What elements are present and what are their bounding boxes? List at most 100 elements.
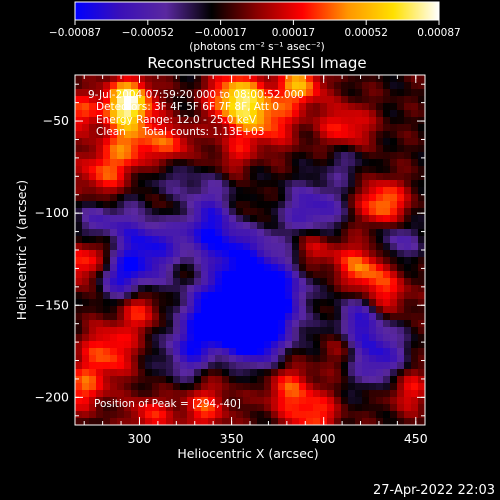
heatmap-cell xyxy=(124,145,132,153)
heatmap-cell xyxy=(166,145,174,153)
heatmap-cell xyxy=(243,320,251,328)
heatmap-cell xyxy=(306,96,314,104)
heatmap-cell xyxy=(187,327,195,335)
heatmap-cell xyxy=(166,376,174,384)
heatmap-cell xyxy=(271,208,279,216)
heatmap-cell xyxy=(250,215,258,223)
heatmap-cell xyxy=(257,243,265,251)
heatmap-cell xyxy=(320,313,328,321)
heatmap-cell xyxy=(376,103,384,111)
heatmap-cell xyxy=(362,222,370,230)
heatmap-cell xyxy=(138,257,146,265)
heatmap-cell xyxy=(334,166,342,174)
heatmap-cell xyxy=(292,173,300,181)
heatmap-cell xyxy=(152,411,160,419)
y-tick-label: −100 xyxy=(35,205,69,220)
heatmap-cell xyxy=(278,369,286,377)
heatmap-cell xyxy=(201,124,209,132)
heatmap-cell xyxy=(320,278,328,286)
heatmap-cell xyxy=(320,145,328,153)
heatmap-cell xyxy=(180,278,188,286)
heatmap-cell xyxy=(229,390,237,398)
heatmap-cell xyxy=(369,152,377,160)
colorbar-tick-label: −0.00017 xyxy=(194,27,246,39)
heatmap-cell xyxy=(236,257,244,265)
heatmap-cell xyxy=(208,194,216,202)
heatmap-cell xyxy=(75,89,83,97)
heatmap-cell xyxy=(187,257,195,265)
heatmap-cell xyxy=(257,355,265,363)
heatmap-cell xyxy=(243,208,251,216)
heatmap-cell xyxy=(299,82,307,90)
heatmap-cell xyxy=(264,257,272,265)
heatmap-cell xyxy=(89,250,97,258)
heatmap-cell xyxy=(313,89,321,97)
heatmap-cell xyxy=(124,201,132,209)
heatmap-cell xyxy=(194,236,202,244)
heatmap-cell xyxy=(418,145,425,153)
heatmap-cell xyxy=(145,75,153,83)
heatmap-cell xyxy=(285,348,293,356)
heatmap-cell xyxy=(292,89,300,97)
heatmap-cell xyxy=(124,243,132,251)
heatmap-cell xyxy=(397,229,405,237)
heatmap-cell xyxy=(159,194,167,202)
heatmap-cell xyxy=(320,390,328,398)
heatmap-cell xyxy=(145,103,153,111)
heatmap-cell xyxy=(418,131,425,139)
heatmap-cell xyxy=(411,362,419,370)
heatmap-cell xyxy=(110,166,118,174)
heatmap-cell xyxy=(180,194,188,202)
heatmap-cell xyxy=(215,390,223,398)
heatmap-cell xyxy=(404,117,412,125)
heatmap-cell xyxy=(327,208,335,216)
heatmap-cell xyxy=(208,243,216,251)
heatmap-cell xyxy=(187,418,195,425)
heatmap-cell xyxy=(236,159,244,167)
heatmap-cell xyxy=(222,117,230,125)
heatmap-cell xyxy=(180,404,188,412)
heatmap-cell xyxy=(257,96,265,104)
heatmap-cell xyxy=(376,110,384,118)
heatmap-cell xyxy=(404,145,412,153)
heatmap-cell xyxy=(390,222,398,230)
heatmap-cell xyxy=(411,278,419,286)
heatmap-cell xyxy=(397,285,405,293)
heatmap-cell xyxy=(292,299,300,307)
heatmap-cell xyxy=(341,243,349,251)
heatmap-cell xyxy=(166,173,174,181)
heatmap-cell xyxy=(299,250,307,258)
heatmap-cell xyxy=(264,313,272,321)
heatmap-cell xyxy=(145,313,153,321)
heatmap-cell xyxy=(376,180,384,188)
heatmap-cell xyxy=(320,173,328,181)
heatmap-cell xyxy=(215,117,223,125)
heatmap-cell xyxy=(229,117,237,125)
heatmap-cell xyxy=(411,208,419,216)
heatmap-cell xyxy=(355,383,363,391)
heatmap-cell xyxy=(278,110,286,118)
heatmap-cell xyxy=(404,96,412,104)
heatmap-cell xyxy=(110,194,118,202)
heatmap-cell xyxy=(194,278,202,286)
heatmap-cell xyxy=(327,243,335,251)
heatmap-cell xyxy=(250,82,258,90)
heatmap-cell xyxy=(152,110,160,118)
heatmap-cell xyxy=(138,222,146,230)
heatmap-cell xyxy=(124,180,132,188)
heatmap-cell xyxy=(320,292,328,300)
heatmap-cell xyxy=(376,376,384,384)
heatmap-cell xyxy=(82,152,90,160)
heatmap-cell xyxy=(292,215,300,223)
heatmap-cell xyxy=(271,159,279,167)
heatmap-cell xyxy=(271,166,279,174)
heatmap-cell xyxy=(180,397,188,405)
heatmap-cell xyxy=(89,166,97,174)
heatmap-cell xyxy=(418,201,425,209)
heatmap-cell xyxy=(166,320,174,328)
heatmap-cell xyxy=(138,110,146,118)
heatmap-cell xyxy=(215,208,223,216)
heatmap-cell xyxy=(103,208,111,216)
heatmap-cell xyxy=(264,334,272,342)
heatmap-cell xyxy=(334,313,342,321)
